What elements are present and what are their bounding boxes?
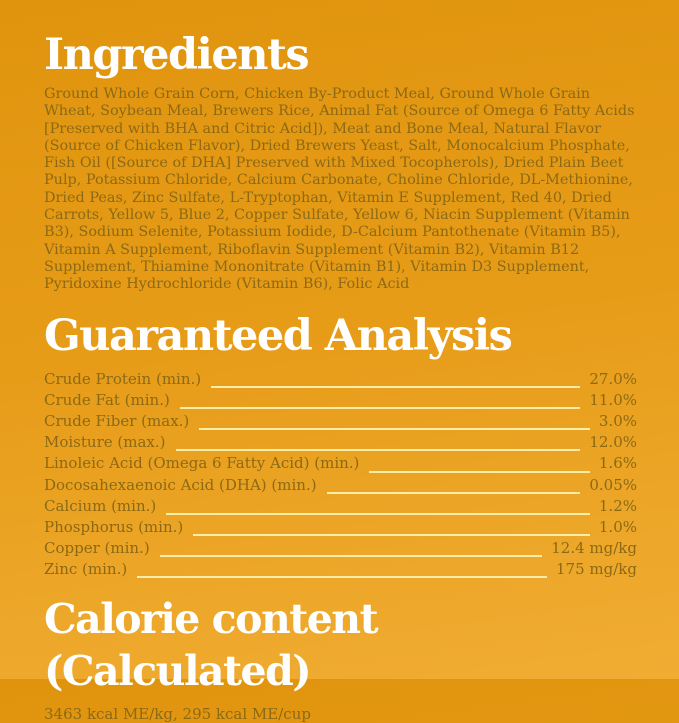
analysis-row-value: 12.0% — [589, 433, 637, 452]
analysis-row: Phosphorus (min.) 1.0% — [44, 518, 637, 539]
leader-line — [199, 428, 590, 431]
analysis-row-label: Moisture (max.) — [44, 433, 166, 452]
guaranteed-analysis-table: Crude Protein (min.) 27.0% Crude Fat (mi… — [44, 370, 637, 582]
analysis-row-label: Zinc (min.) — [44, 560, 128, 579]
leader-line — [179, 406, 581, 409]
leader-line — [193, 534, 590, 537]
analysis-row: Moisture (max.) 12.0% — [44, 433, 637, 454]
analysis-row-label: Phosphorus (min.) — [44, 517, 184, 536]
analysis-row-value: 27.0% — [589, 369, 637, 388]
leader-line — [159, 555, 543, 558]
analysis-row-value: 11.0% — [589, 390, 637, 409]
analysis-row: Crude Protein (min.) 27.0% — [44, 370, 637, 391]
analysis-row: Copper (min.) 12.4 mg/kg — [44, 539, 637, 560]
ingredients-list: Ground Whole Grain Corn, Chicken By-Prod… — [44, 86, 635, 293]
calorie-content-value: 3463 kcal ME/kg, 295 kcal ME/cup — [44, 705, 311, 723]
analysis-row-label: Calcium (min.) — [44, 496, 157, 515]
analysis-row-value: 1.2% — [598, 496, 637, 515]
analysis-row-label: Linoleic Acid (Omega 6 Fatty Acid) (min.… — [44, 454, 360, 473]
analysis-row-value: 3.0% — [598, 411, 637, 430]
leader-line — [326, 491, 581, 494]
analysis-row: Calcium (min.) 1.2% — [44, 497, 637, 518]
guaranteed-analysis-title: Guaranteed Analysis — [44, 310, 513, 361]
analysis-row: Crude Fat (min.) 11.0% — [44, 391, 637, 412]
analysis-row: Docosahexaenoic Acid (DHA) (min.) 0.05% — [44, 476, 637, 497]
analysis-row: Linoleic Acid (Omega 6 Fatty Acid) (min.… — [44, 454, 637, 475]
leader-line — [175, 449, 581, 452]
analysis-row-value: 1.0% — [598, 517, 637, 536]
analysis-row-label: Copper (min.) — [44, 539, 150, 558]
analysis-row-label: Crude Fat (min.) — [44, 390, 170, 409]
analysis-row: Zinc (min.) 175 mg/kg — [44, 560, 637, 581]
leader-line — [211, 385, 581, 388]
ingredients-title: Ingredients — [44, 30, 310, 80]
leader-line — [166, 512, 590, 515]
analysis-row: Crude Fiber (max.) 3.0% — [44, 412, 637, 433]
analysis-row-label: Crude Fiber (max.) — [44, 411, 190, 430]
analysis-row-value: 0.05% — [589, 475, 637, 494]
analysis-row-label: Docosahexaenoic Acid (DHA) (min.) — [44, 475, 317, 494]
analysis-row-value: 12.4 mg/kg — [551, 539, 637, 558]
leader-line — [369, 470, 590, 473]
pet-food-label: Ingredients Ground Whole Grain Corn, Chi… — [44, 30, 637, 723]
analysis-row-value: 1.6% — [598, 454, 637, 473]
analysis-row-value: 175 mg/kg — [556, 560, 637, 579]
calorie-content-title: Calorie content (Calculated) — [44, 595, 403, 696]
leader-line — [137, 576, 548, 579]
analysis-row-label: Crude Protein (min.) — [44, 369, 202, 388]
